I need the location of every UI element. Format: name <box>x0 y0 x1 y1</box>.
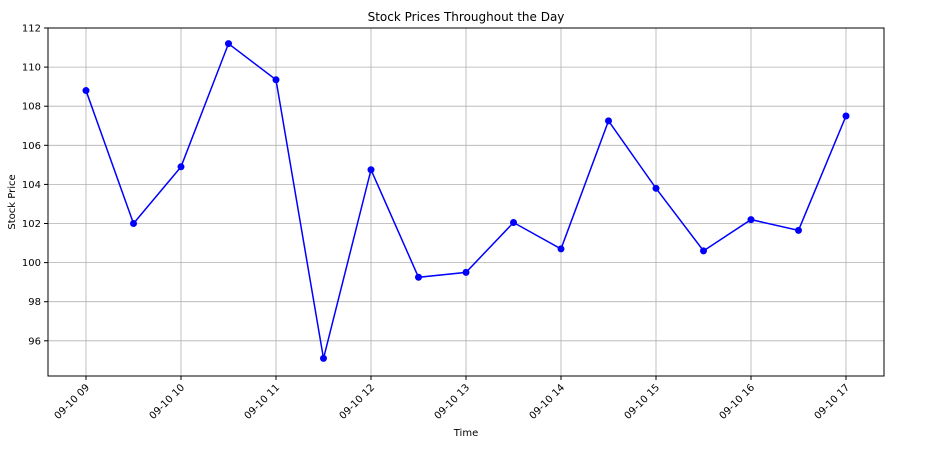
x-tick-label: 09-10 16 <box>718 382 758 422</box>
x-axis-label: Time <box>453 428 478 439</box>
axis-ticks: 96 98 100 102 104 106 108 110 112 09-10 09 09-10 1… <box>22 24 852 422</box>
x-tick-label: 09-10 09 <box>53 382 93 422</box>
data-point <box>415 273 422 281</box>
data-point <box>795 226 802 234</box>
x-tick-label: 09-10 14 <box>528 382 568 422</box>
chart-title: Stock Prices Throughout the Day <box>368 10 565 24</box>
y-tick-label: 100 <box>22 258 41 269</box>
data-point <box>842 112 850 120</box>
data-point <box>367 166 375 174</box>
x-tick-label: 09-10 11 <box>243 382 283 422</box>
data-point <box>82 87 90 95</box>
y-tick-label: 98 <box>28 297 41 308</box>
x-tick-label: 09-10 10 <box>148 382 188 422</box>
data-point <box>747 216 755 224</box>
data-point <box>272 76 280 84</box>
y-tick-label: 106 <box>22 141 41 152</box>
x-tick-label: 09-10 12 <box>338 382 378 422</box>
y-tick-label: 96 <box>28 336 41 347</box>
data-point <box>557 245 565 253</box>
data-point <box>130 220 137 228</box>
grid <box>48 27 884 376</box>
data-point <box>605 117 612 125</box>
y-tick-label: 104 <box>22 180 41 191</box>
data-point <box>700 247 707 255</box>
y-tick-label: 102 <box>22 219 41 230</box>
data-point <box>320 354 327 362</box>
data-point <box>462 268 470 276</box>
y-tick-label: 112 <box>22 24 41 35</box>
data-point <box>225 40 232 48</box>
data-series <box>82 40 850 362</box>
x-tick-label: 09-10 15 <box>623 382 663 422</box>
y-axis-label: Stock Price <box>7 174 18 229</box>
y-tick-label: 110 <box>22 63 41 74</box>
data-point <box>510 219 517 227</box>
data-point <box>652 184 660 192</box>
x-tick-label: 09-10 17 <box>813 382 853 422</box>
y-tick-label: 108 <box>22 102 41 113</box>
x-tick-label: 09-10 13 <box>433 382 473 422</box>
data-point <box>177 163 185 171</box>
